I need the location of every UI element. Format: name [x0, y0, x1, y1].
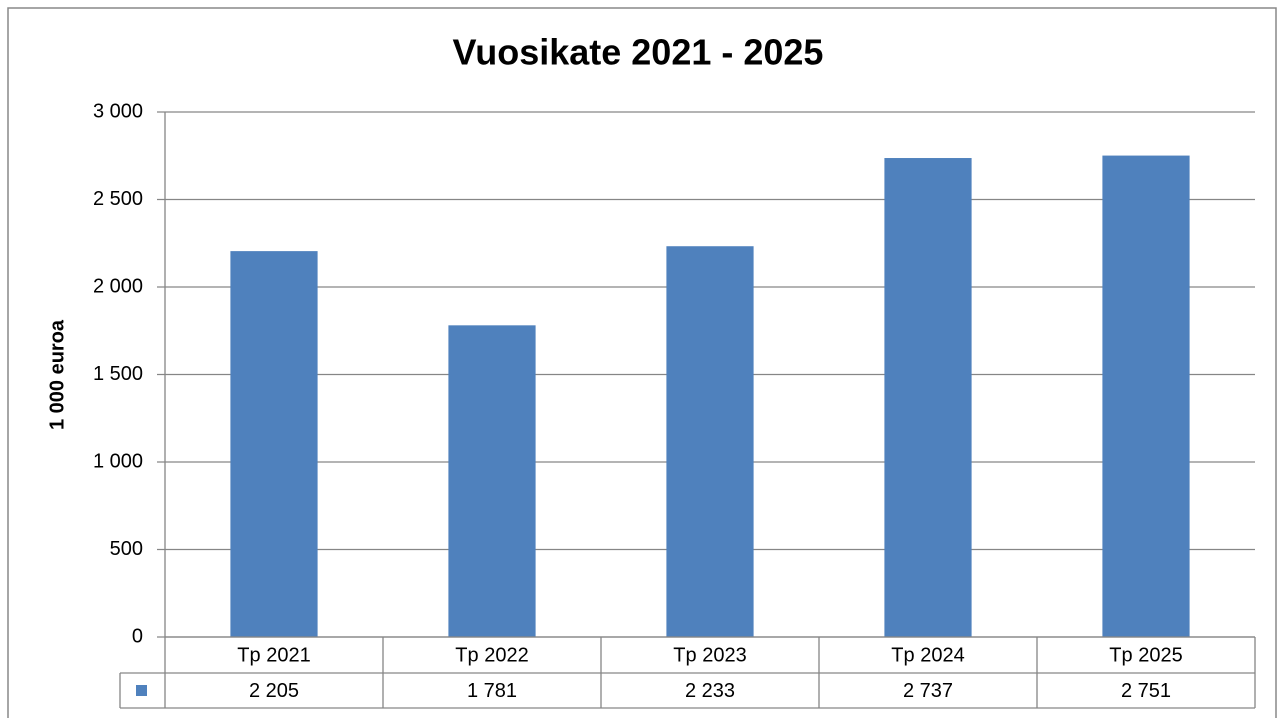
x-tick-label: Tp 2022 [455, 644, 528, 666]
y-tick-label: 2 500 [93, 188, 143, 210]
y-tick-label: 500 [110, 538, 143, 560]
table-value: 2 233 [685, 680, 735, 702]
table-value: 1 781 [467, 680, 517, 702]
table-value: 2 737 [903, 680, 953, 702]
y-tick-label: 0 [132, 625, 143, 647]
bar [230, 251, 318, 637]
bar [884, 158, 972, 637]
chart-frame [7, 7, 1277, 718]
bar [1102, 155, 1190, 637]
legend-key [136, 685, 147, 696]
y-axis-label: 1 000 euroa [46, 319, 68, 430]
y-tick-label: 1 500 [93, 363, 143, 385]
y-tick-label: 2 000 [93, 275, 143, 297]
table-value: 2 205 [249, 680, 299, 702]
table-value: 2 751 [1121, 680, 1171, 702]
x-tick-label: Tp 2021 [237, 644, 310, 666]
x-tick-label: Tp 2024 [891, 644, 964, 666]
chart-title: Vuosikate 2021 - 2025 [453, 32, 824, 73]
y-tick-label: 3 000 [93, 100, 143, 122]
y-tick-label: 1 000 [93, 450, 143, 472]
x-tick-label: Tp 2025 [1109, 644, 1182, 666]
x-tick-label: Tp 2023 [673, 644, 746, 666]
bar [666, 246, 754, 637]
bar [448, 325, 536, 637]
